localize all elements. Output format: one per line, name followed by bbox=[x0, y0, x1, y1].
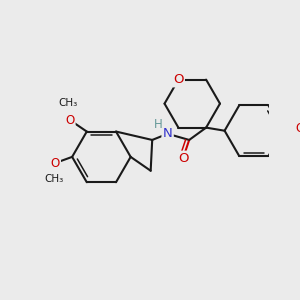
Text: O: O bbox=[51, 157, 60, 169]
Text: CH₃: CH₃ bbox=[59, 98, 78, 109]
Text: O: O bbox=[173, 73, 184, 86]
Text: O: O bbox=[296, 122, 300, 135]
Text: N: N bbox=[163, 127, 172, 140]
Text: O: O bbox=[65, 113, 74, 127]
Text: O: O bbox=[178, 152, 188, 165]
Text: CH₃: CH₃ bbox=[44, 174, 63, 184]
Text: H: H bbox=[154, 118, 163, 131]
